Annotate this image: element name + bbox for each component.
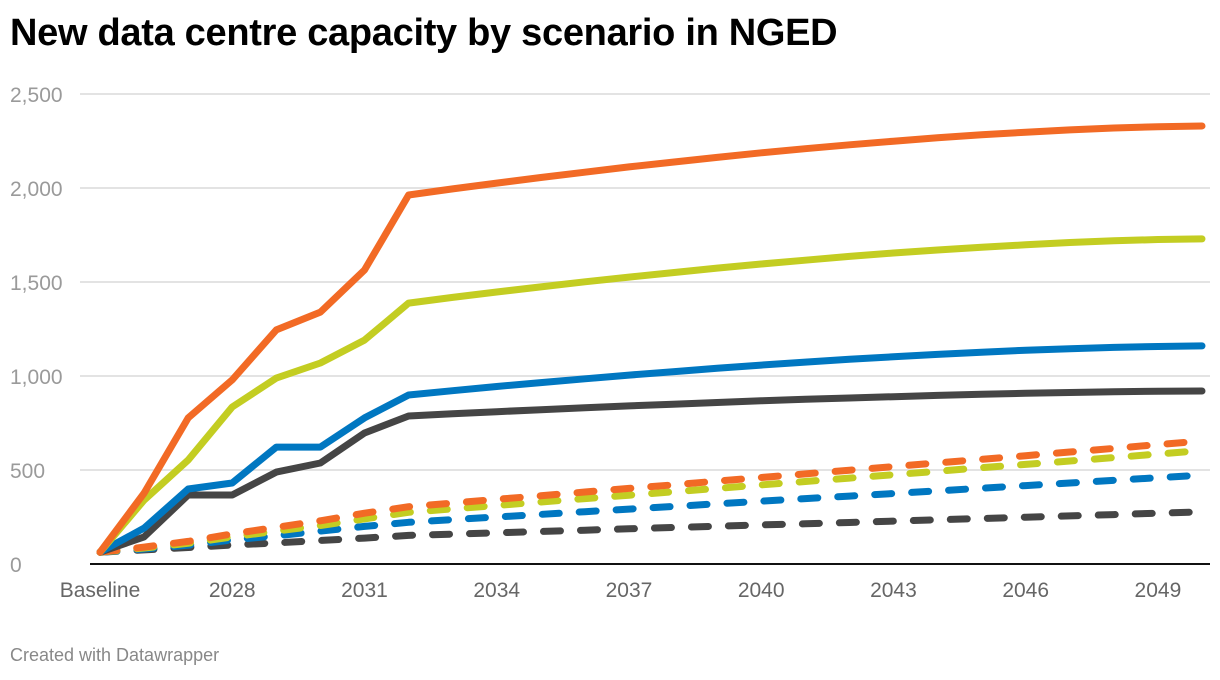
x-tick-label: 2043 <box>870 579 917 602</box>
x-tick-label: Baseline <box>60 579 141 602</box>
line-chart: 0 500 1,000 1,500 2,000 2,500 Baseline 2028 2031… <box>10 84 1210 602</box>
dashed-series-line-6 <box>96 471 1206 556</box>
x-tick-label: 2037 <box>606 579 653 602</box>
x-tick-label: 2040 <box>738 579 785 602</box>
solid-series-line-2 <box>96 342 1206 556</box>
dashed-series-line-5 <box>96 447 1206 556</box>
dashed-series-line-4 <box>96 437 1206 556</box>
y-tick-label: 1,500 <box>10 272 63 295</box>
solid-series-line-1 <box>96 235 1206 556</box>
y-tick-label: 2,500 <box>10 84 63 107</box>
chart-title: New data centre capacity by scenario in … <box>10 12 838 54</box>
dashed-series-line-7 <box>96 508 1206 556</box>
x-tick-label: 2031 <box>341 579 388 602</box>
y-tick-label: 0 <box>10 554 22 577</box>
y-tick-label: 500 <box>10 460 45 483</box>
x-tick-label: 2028 <box>209 579 256 602</box>
solid-series-line-0 <box>96 122 1206 556</box>
solid-series-line-3 <box>96 387 1206 556</box>
x-tick-label: 2034 <box>473 579 520 602</box>
x-tick-label: 2046 <box>1002 579 1049 602</box>
x-tick-label: 2049 <box>1135 579 1182 602</box>
y-tick-label: 1,000 <box>10 366 63 389</box>
footer-credit[interactable]: Created with Datawrapper <box>10 645 220 665</box>
y-tick-label: 2,000 <box>10 178 63 201</box>
